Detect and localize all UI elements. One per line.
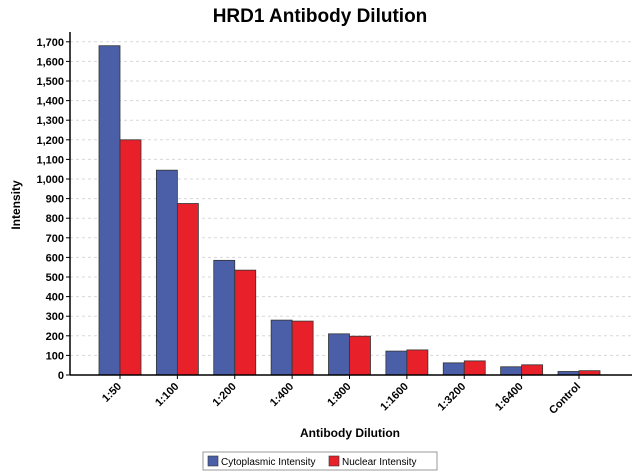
bar-nuclear <box>176 203 199 376</box>
y-tick-label: 1,500 <box>36 76 64 88</box>
legend: Cytoplasmic Intensity Nuclear Intensity <box>202 451 438 471</box>
x-tick-label: Control <box>547 381 583 417</box>
legend-label: Nuclear Intensity <box>342 457 416 468</box>
y-tick-label: 1,700 <box>36 37 64 49</box>
bar-cytoplasmic <box>98 45 121 376</box>
bar-nuclear <box>349 335 371 376</box>
x-tick-label: 1:200 <box>210 381 238 409</box>
bar-cytoplasmic <box>155 169 178 376</box>
y-tick-label: 1,400 <box>36 96 64 108</box>
bar-nuclear <box>234 269 257 376</box>
y-tick-label: 1,000 <box>36 174 64 186</box>
bar-cytoplasmic <box>500 366 523 376</box>
bar-cytoplasmic <box>385 350 408 376</box>
bar-nuclear <box>406 349 429 376</box>
x-tick-label: 1:400 <box>268 381 296 409</box>
gridlines <box>70 41 632 356</box>
y-tick-label: 1,300 <box>36 115 64 127</box>
y-tick-label: 900 <box>46 194 64 206</box>
y-tick-label: 300 <box>46 311 64 323</box>
legend-label: Cytoplasmic Intensity <box>221 457 315 468</box>
y-tick-label: 500 <box>46 272 64 284</box>
bar-nuclear <box>463 360 486 376</box>
y-tick-label: 800 <box>46 213 64 225</box>
bar-nuclear <box>521 364 544 376</box>
y-axis-ticks: 0 100 200 300 400 500 600 700 800 900 1,000 1,100 1,… <box>36 37 70 382</box>
legend-swatch <box>328 455 340 467</box>
y-tick-label: 1,600 <box>36 56 64 68</box>
x-tick-label: 1:100 <box>153 381 181 409</box>
legend-box <box>202 451 438 471</box>
x-tick-label: 1:800 <box>325 381 353 409</box>
y-tick-label: 400 <box>46 292 64 304</box>
x-tick-label: 1:6400 <box>493 381 526 414</box>
x-tick-label: 1:50 <box>100 381 124 405</box>
x-axis-label: Antibody Dilution <box>300 426 400 440</box>
y-tick-label: 700 <box>46 233 64 245</box>
bar-cytoplasmic <box>328 333 350 376</box>
bars <box>98 45 601 376</box>
y-tick-label: 600 <box>46 252 64 264</box>
bar-cytoplasmic <box>213 259 236 376</box>
bar-nuclear <box>291 320 314 376</box>
x-tick-label: 1:1600 <box>378 381 411 414</box>
y-tick-label: 0 <box>58 370 64 382</box>
y-tick-label: 200 <box>46 331 64 343</box>
y-axis-label: Intensity <box>9 180 23 230</box>
bar-nuclear <box>119 139 142 376</box>
y-tick-label: 1,100 <box>36 154 64 166</box>
chart-title: HRD1 Antibody Dilution <box>213 6 428 27</box>
x-tick-label: 1:3200 <box>436 381 469 414</box>
y-tick-label: 100 <box>46 350 64 362</box>
bar-cytoplasmic <box>270 319 293 376</box>
bar-cytoplasmic <box>442 362 465 376</box>
x-axis-ticks: 1:50 1:100 1:200 1:400 1:800 1:1600 1:3200 1:64… <box>100 375 583 417</box>
y-tick-label: 1,200 <box>36 135 64 147</box>
legend-swatch <box>207 455 219 467</box>
